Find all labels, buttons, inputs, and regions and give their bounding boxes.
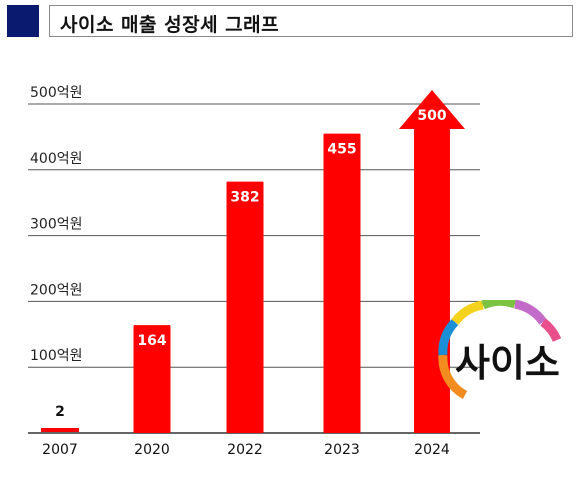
y-tick-label: 400억원 [30, 151, 82, 167]
svg-text:사이소: 사이소 [455, 341, 560, 385]
y-tick-label: 300억원 [30, 217, 82, 233]
bar [226, 181, 264, 433]
bar [323, 133, 361, 434]
data-label: 382 [230, 190, 259, 206]
data-label: 164 [137, 333, 166, 349]
x-tick-label: 2023 [324, 442, 360, 458]
x-tick-label: 2024 [414, 442, 450, 458]
bar [133, 325, 171, 433]
data-label: 2 [55, 404, 65, 420]
x-tick-label: 2020 [134, 442, 170, 458]
title-accent-square [7, 5, 39, 37]
title-box: 사이소 매출 성장세 그래프 [49, 5, 573, 37]
x-tick-label: 2007 [42, 442, 78, 458]
page-title: 사이소 매출 성장세 그래프 [60, 14, 280, 36]
title-bar: 사이소 매출 성장세 그래프 [7, 5, 573, 37]
x-tick-label: 2022 [227, 442, 263, 458]
bar [41, 428, 79, 432]
data-label: 500 [417, 108, 446, 124]
y-tick-label: 500억원 [30, 85, 82, 101]
saiso-logo: 사이소 [438, 300, 562, 399]
data-label: 455 [327, 142, 356, 158]
y-tick-label: 100억원 [30, 348, 82, 364]
bar-arrow [399, 90, 465, 433]
y-tick-label: 200억원 [30, 282, 82, 298]
